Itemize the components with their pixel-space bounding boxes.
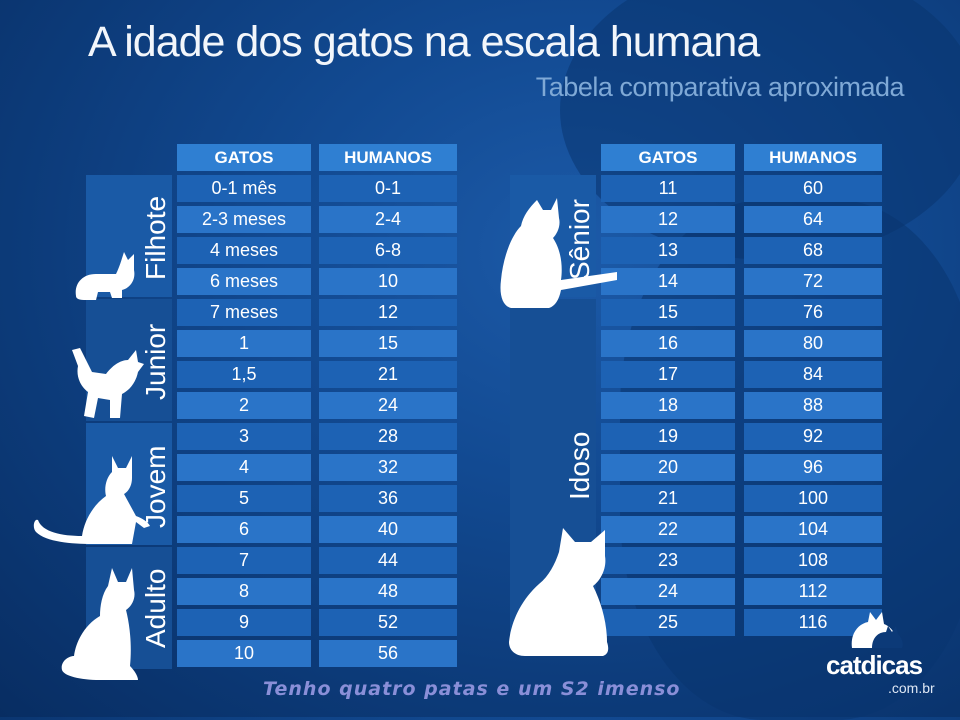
right-cat-age-cell: 16 (601, 330, 735, 357)
group-label-idoso: Idoso (564, 431, 595, 501)
left-cat-age-cell: 2-3 meses (177, 206, 311, 233)
left-cat-age-cell: 10 (177, 640, 311, 667)
right-human-age-cell: 60 (744, 175, 882, 202)
left-header-cats: GATOS (177, 144, 311, 171)
right-human-age-cell: 112 (744, 578, 882, 605)
cat-heads-logo-icon (851, 612, 903, 648)
right-cat-age-cell: 24 (601, 578, 735, 605)
left-human-age-cell: 0-1 (319, 175, 457, 202)
left-human-age-cell: 15 (319, 330, 457, 357)
left-cat-age-cell: 7 meses (177, 299, 311, 326)
left-human-age-cell: 56 (319, 640, 457, 667)
group-label-adulto: Adulto (140, 568, 171, 648)
right-cat-age-cell: 18 (601, 392, 735, 419)
left-cat-age-cell: 7 (177, 547, 311, 574)
left-human-age-cell: 48 (319, 578, 457, 605)
left-cat-age-cell: 2 (177, 392, 311, 419)
left-header-humans: HUMANOS (319, 144, 457, 171)
logo-domain-text: .com.br (888, 680, 935, 696)
left-cat-age-cell: 3 (177, 423, 311, 450)
left-cat-age-cell: 8 (177, 578, 311, 605)
right-cat-age-cell: 23 (601, 547, 735, 574)
senior-cat-sitting-icon (500, 198, 617, 308)
right-cat-age-cell: 21 (601, 485, 735, 512)
right-cat-age-cell: 22 (601, 516, 735, 543)
left-human-age-cell: 2-4 (319, 206, 457, 233)
left-human-age-cell: 24 (319, 392, 457, 419)
group-label-filhote: Filhote (140, 195, 171, 280)
right-cat-age-cell: 25 (601, 609, 735, 636)
right-header-cats: GATOS (601, 144, 735, 171)
left-human-age-cell: 44 (319, 547, 457, 574)
right-cat-age-cell: 12 (601, 206, 735, 233)
left-human-age-cell: 32 (319, 454, 457, 481)
catdicas-logo[interactable]: catdicas .com.br (826, 612, 935, 696)
left-cat-age-cell: 5 (177, 485, 311, 512)
right-cat-age-cell: 20 (601, 454, 735, 481)
right-human-age-cell: 92 (744, 423, 882, 450)
left-human-age-cell: 36 (319, 485, 457, 512)
page-title: A idade dos gatos na escala humana (88, 18, 760, 66)
adult-cat-sitting-icon (61, 568, 138, 680)
left-human-age-cell: 10 (319, 268, 457, 295)
right-cat-age-cell: 17 (601, 361, 735, 388)
left-cat-age-cell: 9 (177, 609, 311, 636)
young-cat-sitting-icon (33, 456, 151, 544)
left-cat-age-cell: 4 (177, 454, 311, 481)
elderly-cat-sitting-icon (509, 528, 609, 656)
left-cat-age-cell: 6 (177, 516, 311, 543)
logo-brand-text: catdicas (826, 650, 923, 680)
page-subtitle: Tabela comparativa aproximada (535, 72, 905, 102)
right-human-age-cell: 76 (744, 299, 882, 326)
right-human-age-cell: 68 (744, 237, 882, 264)
right-human-age-cell: 88 (744, 392, 882, 419)
footer-caption: Tenho quatro patas e um S2 imenso (263, 678, 681, 700)
left-human-age-cell: 40 (319, 516, 457, 543)
junior-cat-playing-icon (72, 348, 144, 418)
left-cat-age-cell: 4 meses (177, 237, 311, 264)
right-cat-age-cell: 19 (601, 423, 735, 450)
left-cat-age-cell: 1,5 (177, 361, 311, 388)
right-human-age-cell: 80 (744, 330, 882, 357)
right-header-humans: HUMANOS (744, 144, 882, 171)
right-cat-age-cell: 15 (601, 299, 735, 326)
right-cat-age-cell: 11 (601, 175, 735, 202)
left-cat-age-cell: 6 meses (177, 268, 311, 295)
right-human-age-cell: 108 (744, 547, 882, 574)
kitten-lying-icon (75, 252, 135, 300)
left-human-age-cell: 52 (319, 609, 457, 636)
right-cat-age-cell: 14 (601, 268, 735, 295)
right-human-age-cell: 72 (744, 268, 882, 295)
left-human-age-cell: 28 (319, 423, 457, 450)
left-human-age-cell: 12 (319, 299, 457, 326)
right-cat-age-cell: 13 (601, 237, 735, 264)
right-human-age-cell: 96 (744, 454, 882, 481)
right-human-age-cell: 100 (744, 485, 882, 512)
left-cat-age-cell: 0-1 mês (177, 175, 311, 202)
right-human-age-cell: 64 (744, 206, 882, 233)
left-human-age-cell: 6-8 (319, 237, 457, 264)
right-human-age-cell: 104 (744, 516, 882, 543)
right-human-age-cell: 84 (744, 361, 882, 388)
left-human-age-cell: 21 (319, 361, 457, 388)
left-cat-age-cell: 1 (177, 330, 311, 357)
